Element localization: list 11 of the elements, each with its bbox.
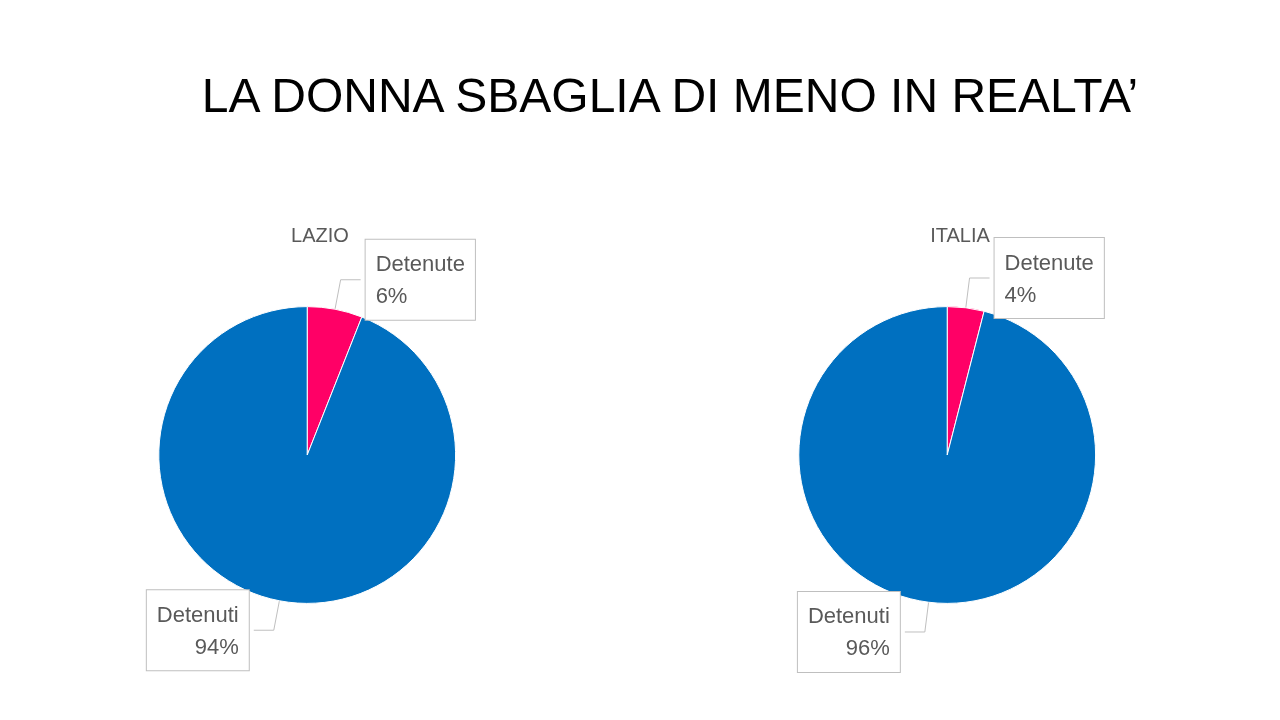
- chart-title: LAZIO: [291, 224, 349, 246]
- slice-label: Detenuti: [156, 601, 239, 627]
- slice-label: Detenute: [375, 251, 465, 277]
- data-label: 6%: [375, 283, 408, 309]
- data-label: 94%: [194, 633, 239, 659]
- slice-label: Detenute: [1004, 249, 1094, 275]
- data-label: 96%: [845, 635, 890, 661]
- slice-label: Detenuti: [807, 603, 890, 629]
- text: LA DONNA SBAGLIA DI MENO IN REALTA’: [201, 67, 1139, 123]
- chart-title: ITALIA: [930, 224, 991, 246]
- data-label: 4%: [1004, 281, 1037, 307]
